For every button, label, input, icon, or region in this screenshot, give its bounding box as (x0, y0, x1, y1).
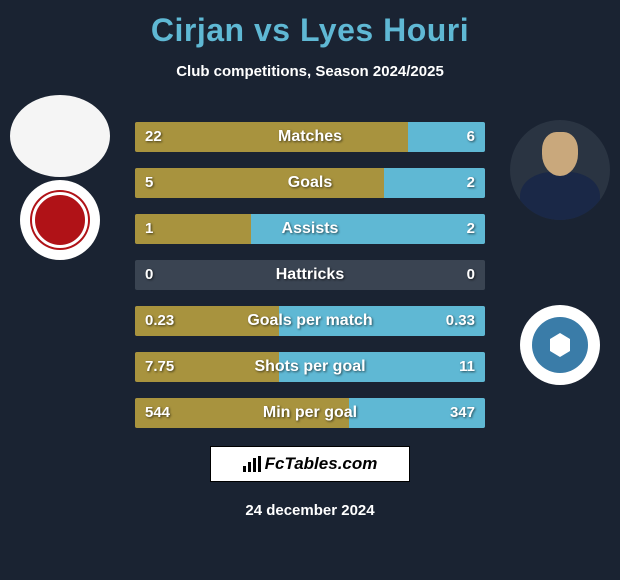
stat-row: 0.230.33Goals per match (135, 306, 485, 336)
subtitle: Club competitions, Season 2024/2025 (0, 63, 620, 80)
stat-row: 7.7511Shots per goal (135, 352, 485, 382)
player-right-avatar (510, 120, 610, 220)
stat-label: Min per goal (135, 398, 485, 428)
stat-row: 12Assists (135, 214, 485, 244)
footer-date: 24 december 2024 (0, 502, 620, 519)
stat-label: Shots per goal (135, 352, 485, 382)
stat-label: Goals (135, 168, 485, 198)
stats-container: 226Matches 52Goals 12Assists 00Hattricks 0.2… (135, 122, 485, 444)
stat-label: Goals per match (135, 306, 485, 336)
footer-logo-text: FcTables.com (265, 454, 378, 474)
stat-label: Hattricks (135, 260, 485, 290)
stat-row: 226Matches (135, 122, 485, 152)
stat-label: Assists (135, 214, 485, 244)
stat-label: Matches (135, 122, 485, 152)
stat-row: 544347Min per goal (135, 398, 485, 428)
player-right-crest (520, 305, 600, 385)
logo-bars-icon (243, 456, 261, 472)
stat-row: 52Goals (135, 168, 485, 198)
footer-logo: FcTables.com (210, 446, 410, 482)
player-left-avatar (10, 95, 110, 177)
page-title: Cirjan vs Lyes Houri (0, 0, 620, 49)
player-left-crest (20, 180, 100, 260)
stat-row: 00Hattricks (135, 260, 485, 290)
